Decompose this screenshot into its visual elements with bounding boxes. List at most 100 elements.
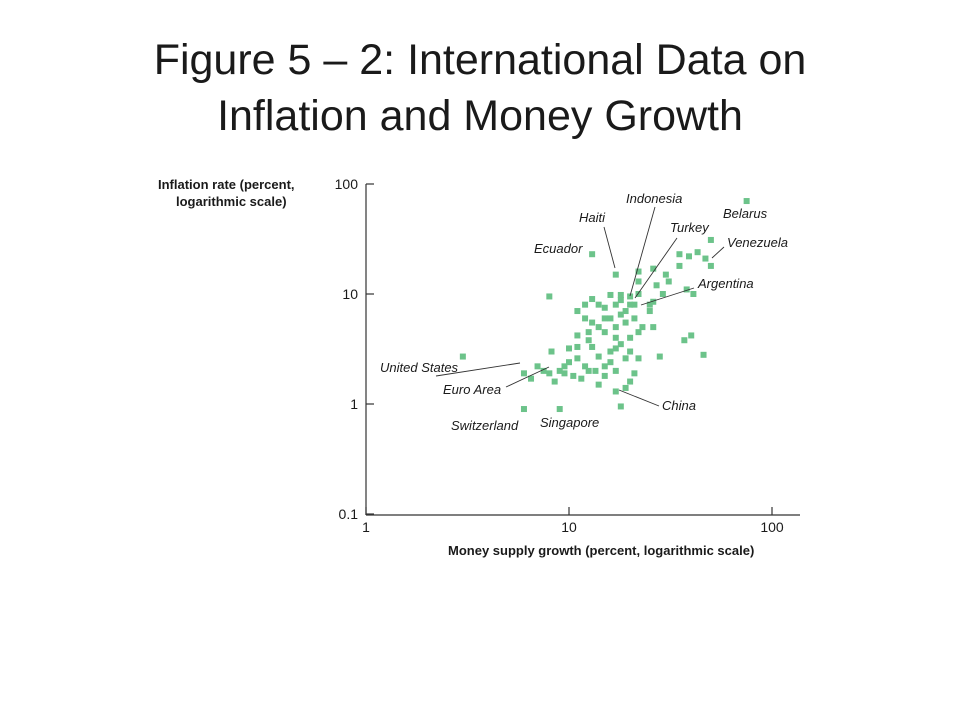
data-point [681, 337, 688, 344]
data-points [459, 198, 750, 413]
data-point [646, 301, 653, 308]
data-point [627, 334, 634, 341]
data-point [582, 301, 589, 308]
leader-euro-area [505, 366, 550, 388]
data-point [650, 298, 657, 305]
data-point [617, 403, 624, 410]
leader-turkey [634, 237, 678, 299]
data-point [574, 308, 581, 315]
x-axis-label: Money supply growth (percent, logarithmi… [448, 543, 754, 558]
data-point [570, 372, 577, 379]
y-axis-label-line-1: Inflation rate (percent, [158, 177, 295, 192]
data-point [635, 291, 642, 297]
annotation-singapore: Singapore [540, 415, 599, 430]
data-point [700, 351, 707, 358]
data-point [574, 332, 581, 339]
data-point [574, 355, 581, 362]
y-axis-label-line-2: logarithmic scale) [176, 194, 287, 209]
y-tick-label: 100 [335, 176, 359, 192]
data-point [665, 278, 672, 285]
leader-venezuela [711, 246, 725, 259]
data-point [690, 291, 697, 297]
data-point [627, 348, 634, 355]
slide-title: Figure 5 – 2: International Data on Infl… [40, 32, 920, 144]
data-point [702, 255, 709, 262]
data-point [561, 363, 568, 370]
data-point [612, 367, 619, 374]
data-point [612, 388, 619, 395]
slide-title-line-2: Inflation and Money Growth [217, 92, 743, 140]
annotation-switzerland: Switzerland [451, 418, 519, 433]
data-point [520, 406, 527, 413]
data-point [631, 301, 638, 308]
data-point [617, 341, 624, 348]
annotation-ecuador: Ecuador [534, 241, 583, 256]
y-tick-label: 0.1 [339, 506, 359, 522]
data-point [601, 315, 608, 322]
data-point [585, 329, 592, 336]
data-point [653, 282, 660, 289]
data-point [631, 315, 638, 322]
data-point [585, 367, 592, 374]
data-point [578, 375, 585, 382]
data-point [707, 262, 714, 269]
x-tick-label: 1 [362, 519, 370, 535]
data-point [683, 286, 690, 293]
data-point [561, 370, 568, 377]
data-point [459, 353, 466, 360]
data-point [589, 319, 596, 326]
leader-argentina [640, 287, 695, 306]
data-point [612, 345, 619, 352]
annotation-turkey: Turkey [670, 220, 710, 235]
data-point [607, 315, 614, 322]
data-point [639, 324, 646, 331]
data-point [607, 359, 614, 366]
data-point [635, 355, 642, 362]
data-point [650, 265, 657, 272]
data-point [534, 363, 541, 370]
data-point [622, 355, 629, 362]
data-point [601, 329, 608, 336]
data-point [601, 372, 608, 379]
data-point [612, 324, 619, 331]
data-point [659, 291, 666, 297]
data-point [646, 308, 653, 315]
y-tick-label: 10 [342, 286, 358, 302]
data-point [528, 375, 535, 382]
annotation-leaders [435, 206, 725, 407]
data-point [685, 253, 692, 260]
axes [365, 184, 800, 516]
data-point [540, 367, 547, 374]
data-point [635, 268, 642, 275]
data-point [520, 370, 527, 377]
data-point [556, 406, 563, 413]
data-point [650, 324, 657, 331]
annotation-indonesia: Indonesia [626, 191, 682, 206]
leader-united-states [435, 362, 521, 377]
data-point [595, 353, 602, 360]
data-point [548, 348, 555, 355]
data-point [589, 343, 596, 350]
data-point [627, 378, 634, 385]
data-point [582, 363, 589, 370]
x-tick-label: 10 [561, 519, 577, 535]
data-point [566, 359, 572, 366]
annotation-euro-area: Euro Area [443, 382, 501, 397]
annotation-belarus: Belarus [723, 206, 768, 221]
leader-haiti [603, 226, 616, 269]
data-point [743, 198, 750, 205]
y-tick-label: 1 [350, 396, 358, 412]
data-point [551, 378, 558, 385]
data-point [662, 271, 669, 278]
data-point [589, 251, 596, 258]
data-point [694, 249, 701, 256]
annotation-china: China [662, 398, 696, 413]
data-point [622, 384, 629, 391]
annotation-venezuela: Venezuela [727, 235, 788, 250]
data-point [546, 293, 553, 300]
data-point [566, 345, 572, 352]
data-point [635, 278, 642, 285]
data-point [574, 343, 581, 350]
